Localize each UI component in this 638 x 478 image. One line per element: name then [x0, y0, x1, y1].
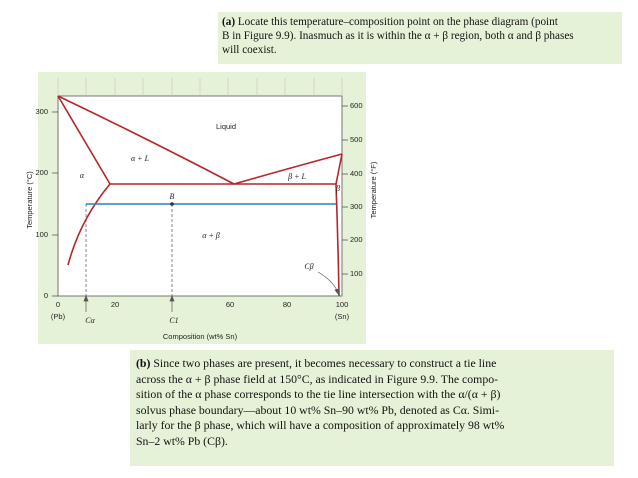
c1-label: C1: [169, 316, 178, 325]
x-end-label: (Sn): [335, 312, 350, 321]
text-line: Since two phases are present, it becomes…: [153, 356, 497, 370]
x-tick-label: 20: [111, 300, 119, 309]
y-tick-label: 300: [35, 107, 48, 116]
y-axis-label: Temperature (°C): [25, 171, 34, 229]
text-line: solvus phase boundary—about 10 wt% Sn–90…: [136, 402, 500, 417]
y-tick-label: 200: [35, 168, 48, 177]
text-line: will coexist.: [222, 44, 277, 56]
x-tick-label: 0: [56, 300, 60, 309]
point-label: B: [170, 192, 175, 201]
c-beta-label: Cβ: [304, 262, 313, 271]
y2-tick-label: 600: [350, 101, 363, 110]
y2-tick-label: 500: [350, 135, 363, 144]
x-tick-label: 100: [336, 300, 349, 309]
y2-tick-label: 300: [350, 202, 363, 211]
grid: [57, 78, 343, 96]
ticks: [52, 105, 348, 297]
y2-tick-label: 100: [350, 269, 363, 278]
region-label: β + L: [287, 172, 306, 181]
c-alpha-label: Cα: [85, 316, 95, 325]
y2-tick-label: 200: [350, 235, 363, 244]
region-label: β: [335, 184, 340, 193]
x-axis-label: Composition (wt% Sn): [163, 332, 238, 341]
x-tick-label: 60: [226, 300, 234, 309]
part-label: (b): [136, 356, 151, 370]
x-tick-label: 80: [283, 300, 291, 309]
text-line: sition of the α phase corresponds to the…: [136, 387, 501, 401]
arrows: [83, 271, 340, 312]
y-tick-label: 0: [44, 291, 48, 300]
text-line: Locate this temperature–composition poin…: [237, 16, 558, 28]
y2-axis-label: Temperature (°F): [369, 161, 378, 218]
x-end-label: (Pb): [51, 312, 66, 321]
phase-boundaries: [57, 95, 343, 297]
question-a: (a) Locate this temperature–composition …: [218, 12, 622, 64]
point-b: [170, 202, 174, 206]
composition-guides: [85, 204, 173, 296]
region-label: α + β: [202, 231, 220, 240]
region-label: α + L: [131, 154, 150, 163]
text-line: Sn–2 wt% Pb (Cβ).: [136, 433, 228, 448]
text-line: across the α + β phase field at 150°C, a…: [136, 371, 499, 386]
text-line: larly for the β phase, which will have a…: [136, 418, 505, 432]
y-tick-label: 100: [35, 230, 48, 239]
part-label: (a): [222, 16, 236, 28]
region-label: Liquid: [216, 122, 236, 131]
text-line: B in Figure 9.9). Inasmuch as it is with…: [222, 30, 574, 42]
answer-b: (b) Since two phases are present, it bec…: [130, 350, 614, 466]
plot-frame: [57, 95, 343, 297]
region-label: α: [80, 171, 85, 180]
y2-tick-label: 400: [350, 169, 363, 178]
